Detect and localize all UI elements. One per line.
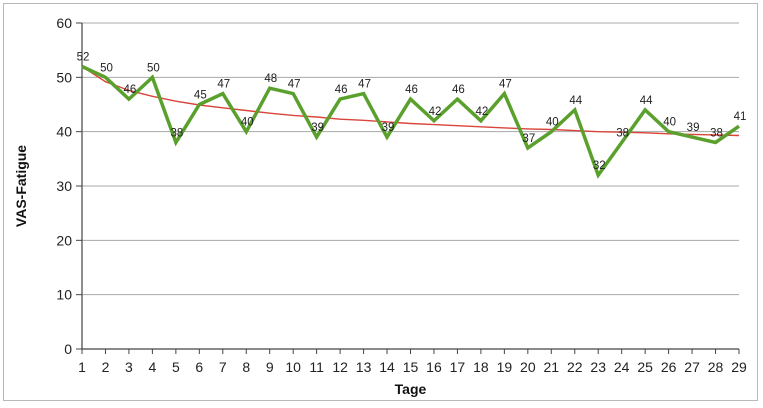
x-tick-label: 28	[708, 359, 724, 375]
x-tick-label: 26	[661, 359, 677, 375]
data-label: 42	[429, 106, 442, 118]
x-tick-label: 4	[148, 359, 156, 375]
x-tick-label: 10	[285, 359, 301, 375]
data-label: 40	[663, 117, 676, 129]
data-label: 44	[640, 95, 653, 107]
x-tick-label: 18	[473, 359, 489, 375]
x-tick-label: 5	[172, 359, 180, 375]
x-tick-label: 27	[684, 359, 700, 375]
data-label: 41	[734, 111, 747, 123]
x-tick-label: 21	[543, 359, 559, 375]
x-axis-label: Tage	[395, 381, 427, 397]
data-label: 46	[335, 84, 348, 96]
y-tick-label: 50	[56, 69, 72, 85]
data-label: 47	[499, 79, 512, 91]
y-axis-ticks: 0 10 20 30 40 50 60	[56, 15, 82, 357]
x-tick-label: 6	[195, 359, 203, 375]
x-axis-ticks: 1 2 3 4 5 6 7 8 9 10 11 12 13 14 15 16 17 18 19 20 21 22 23 24 2…	[78, 349, 747, 375]
data-label: 50	[100, 62, 113, 74]
y-tick-label: 60	[56, 15, 72, 31]
x-tick-label: 14	[379, 359, 395, 375]
data-label: 38	[710, 128, 723, 140]
x-tick-label: 12	[332, 359, 348, 375]
y-tick-label: 30	[56, 178, 72, 194]
data-label: 39	[382, 122, 395, 134]
data-label: 47	[358, 79, 371, 91]
data-label: 45	[194, 90, 207, 102]
y-axis-label: VAS-Fatigue	[13, 145, 29, 227]
x-tick-label: 29	[731, 359, 747, 375]
x-tick-label: 22	[567, 359, 583, 375]
data-label: 48	[264, 73, 277, 85]
gridlines	[81, 22, 739, 350]
x-tick-label: 23	[590, 359, 606, 375]
data-label: 32	[593, 160, 606, 172]
data-labels: 52 50 46 50 38 45 47 40 48 47 39 46 47 39 46 42 46 42 47 37…	[77, 51, 747, 172]
y-tick-label: 20	[56, 232, 72, 248]
data-label: 38	[616, 128, 629, 140]
data-label: 40	[241, 117, 254, 129]
data-label: 40	[546, 117, 559, 129]
y-tick-label: 40	[56, 124, 72, 140]
x-tick-label: 11	[309, 359, 324, 375]
x-tick-label: 25	[637, 359, 653, 375]
x-tick-label: 8	[242, 359, 250, 375]
y-tick-label: 10	[56, 287, 72, 303]
data-label: 44	[569, 95, 582, 107]
data-label: 50	[147, 62, 160, 74]
data-label: 46	[452, 84, 465, 96]
data-label: 37	[522, 133, 535, 145]
x-tick-label: 9	[266, 359, 274, 375]
data-label: 52	[77, 51, 90, 63]
y-tick-label: 0	[64, 341, 72, 357]
x-tick-label: 20	[520, 359, 536, 375]
x-tick-label: 24	[614, 359, 630, 375]
data-label: 47	[288, 79, 301, 91]
x-tick-label: 19	[497, 359, 513, 375]
data-label: 42	[475, 106, 488, 118]
series-lines	[81, 64, 740, 179]
x-tick-label: 2	[102, 359, 110, 375]
data-label: 39	[311, 122, 324, 134]
x-tick-label: 17	[450, 359, 466, 375]
x-tick-label: 15	[403, 359, 419, 375]
x-tick-label: 3	[125, 359, 133, 375]
data-label: 47	[217, 79, 230, 91]
fatigue-series-line	[81, 64, 740, 179]
data-label: 46	[405, 84, 418, 96]
x-tick-label: 13	[356, 359, 372, 375]
chart-frame	[3, 3, 758, 401]
data-label: 46	[124, 84, 137, 96]
data-label: 39	[687, 122, 700, 134]
x-tick-label: 16	[426, 359, 442, 375]
x-tick-label: 1	[78, 359, 86, 375]
data-label: 38	[170, 128, 183, 140]
x-tick-label: 7	[219, 359, 227, 375]
